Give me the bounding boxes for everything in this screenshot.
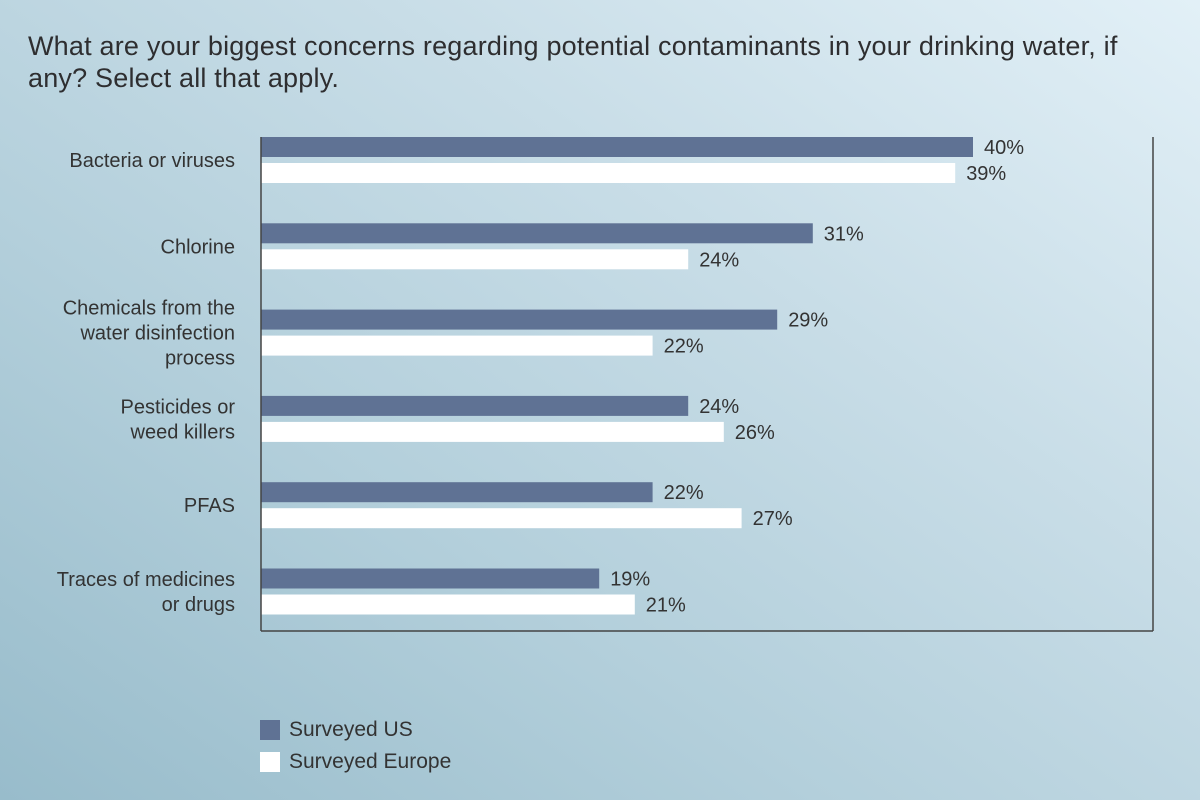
category-label-line: Traces of medicines [57, 569, 235, 591]
category-label-line: Pesticides or [121, 396, 236, 418]
value-label-europe: 39% [966, 163, 1006, 185]
value-label-europe: 21% [646, 595, 686, 617]
category-label-line: Chemicals from the [63, 298, 235, 320]
category-label: Traces of medicines or drugs [57, 569, 235, 616]
legend-item-us: Surveyed US [260, 714, 451, 746]
value-label-europe: 27% [753, 508, 793, 530]
bar-us [261, 395, 689, 416]
bar-europe [261, 249, 689, 270]
bar-us [261, 482, 653, 503]
value-label-europe: 26% [735, 422, 775, 444]
bar-europe [261, 508, 742, 529]
bar-us [261, 568, 600, 589]
chart-title: What are your biggest concerns regarding… [28, 31, 1118, 93]
legend-swatch-europe [260, 752, 280, 772]
category-label-line: process [165, 348, 235, 370]
category-label: Chemicals from the water disinfection proc… [63, 298, 235, 370]
legend-item-europe: Surveyed Europe [260, 746, 451, 778]
category-labels-group: Bacteria or viruses Chlorine Chemicals fro… [57, 150, 236, 616]
bars-group [261, 137, 973, 615]
category-label: Chlorine [161, 236, 235, 258]
legend-label-europe: Surveyed Europe [289, 750, 452, 773]
category-label-line: or drugs [162, 594, 235, 616]
value-label-us: 40% [984, 137, 1024, 159]
bar-europe [261, 335, 653, 356]
bar-europe [261, 421, 724, 442]
category-label-line: Bacteria or viruses [69, 150, 235, 172]
value-label-us: 24% [699, 396, 739, 418]
value-label-us: 29% [788, 310, 828, 332]
legend: Surveyed US Surveyed Europe [260, 714, 451, 778]
legend-label-us: Surveyed US [289, 718, 413, 741]
category-label-line: PFAS [184, 495, 235, 517]
bar-europe [261, 594, 635, 615]
category-label: Pesticides or weed killers [121, 396, 236, 443]
bar-us [261, 137, 973, 157]
bar-us [261, 223, 813, 244]
bar-us [261, 309, 778, 330]
category-label-line: water disinfection [79, 323, 235, 345]
value-label-us: 22% [664, 482, 704, 504]
category-label-line: Chlorine [161, 236, 235, 258]
category-label-line: weed killers [130, 421, 235, 443]
bar-europe [261, 163, 956, 183]
category-label: PFAS [184, 495, 235, 517]
value-label-europe: 24% [699, 249, 739, 271]
value-label-europe: 22% [664, 336, 704, 358]
value-label-us: 19% [610, 569, 650, 591]
value-labels-group: 40% 39% 31% 24% 29% 22% 24% 26% 22% 27% 19% 21% [610, 137, 1024, 617]
category-label: Bacteria or viruses [69, 150, 235, 172]
value-label-us: 31% [824, 223, 864, 245]
legend-swatch-us [260, 720, 280, 740]
